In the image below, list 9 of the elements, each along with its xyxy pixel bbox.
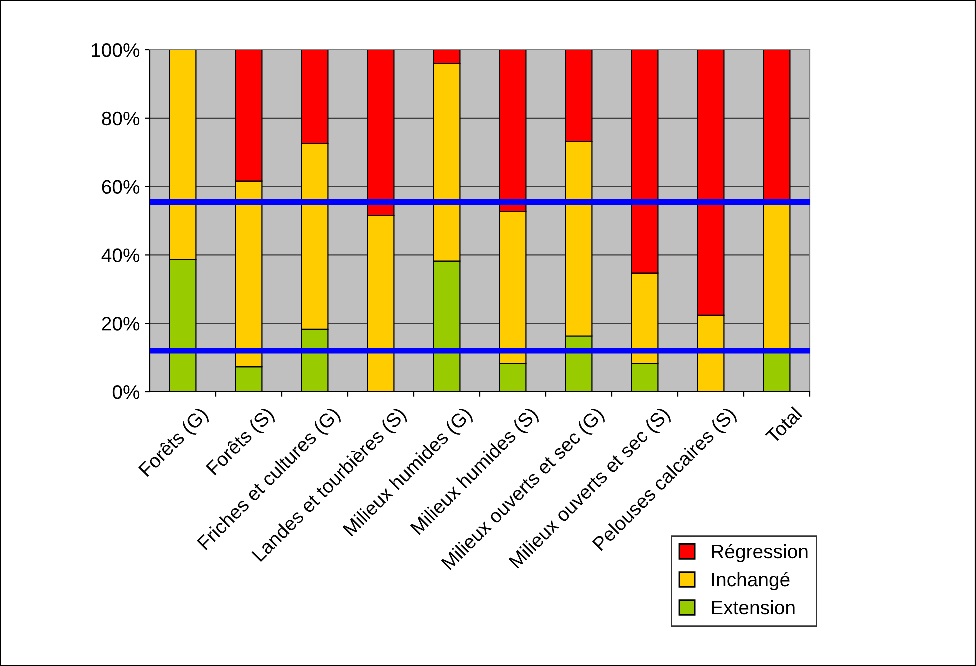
y-tick-label: 20% <box>102 317 140 331</box>
legend-label: Régression <box>712 544 808 562</box>
y-tick-label: 80% <box>102 112 140 126</box>
legend-label: Inchangé <box>712 572 790 591</box>
y-tick-label: 100% <box>92 43 140 58</box>
legend-label: Extension <box>712 600 795 615</box>
y-tick-label: 40% <box>102 248 140 262</box>
y-tick-label: 0% <box>112 385 140 400</box>
y-tick-label: 60% <box>102 180 140 194</box>
